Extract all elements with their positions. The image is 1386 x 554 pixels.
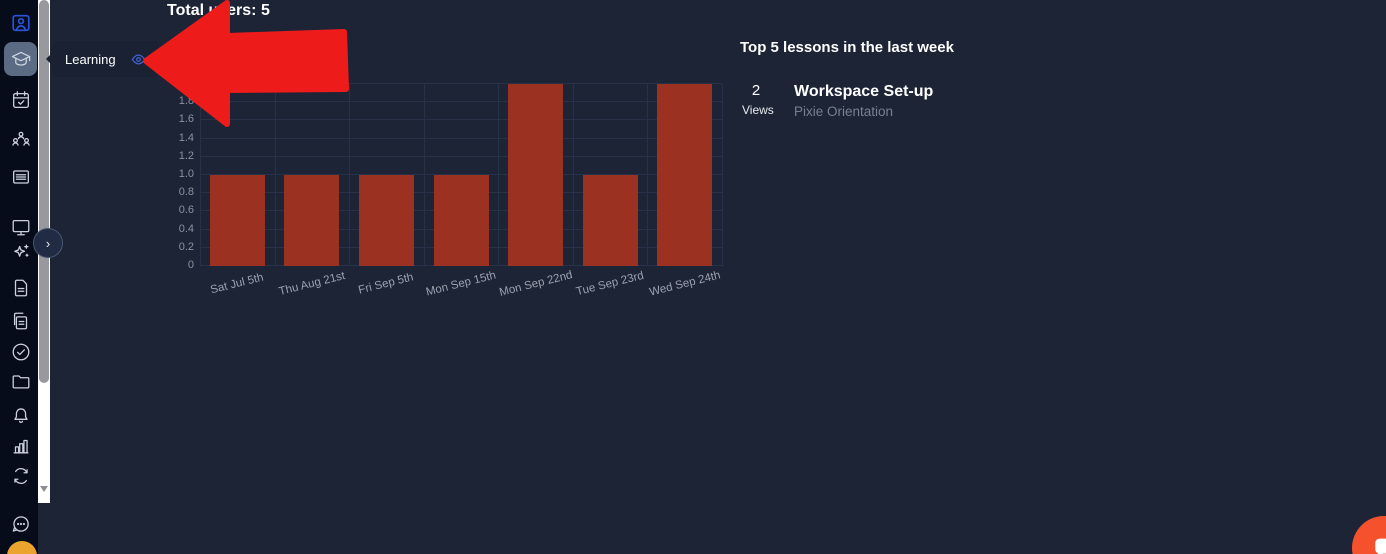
sidebar-item-learning[interactable] [4, 42, 37, 76]
weekly-users-bar-chart: 0 0.2 0.4 0.6 0.8 1.0 1.2 1.4 1.6 1.8 2.0 Sat Jul 5… [179, 77, 723, 299]
y-axis-tick-label: 0.6 [178, 204, 194, 217]
group-icon [11, 131, 30, 146]
y-axis-tick-label: 0.4 [178, 222, 194, 235]
sidebar-item-check-circle[interactable] [4, 335, 37, 369]
sidebar-item-bell[interactable] [4, 399, 37, 433]
lesson-views: 2 Views [742, 82, 774, 122]
y-axis-tick-label: 0.2 [178, 240, 194, 253]
scrollbar-down-arrow-icon[interactable] [40, 486, 48, 492]
lesson-views-count: 2 [751, 82, 761, 99]
files-copy-icon [13, 312, 27, 330]
profile-badge-icon [11, 14, 30, 32]
chat-bubble-icon [12, 516, 29, 532]
tooltip-label: Learning [65, 51, 116, 67]
learning-tooltip: Learning [46, 41, 159, 77]
y-axis-tick-label: 1.6 [178, 113, 194, 126]
y-axis-tick-label: 1.4 [178, 131, 194, 144]
chart-title: Total users: 5 [167, 2, 270, 19]
sidebar-expand-button[interactable]: › [33, 228, 63, 258]
sync-icon [13, 468, 28, 484]
sidebar-item-sync[interactable] [4, 459, 37, 493]
chat-bubble-icon [1375, 538, 1386, 554]
sidebar [0, 0, 38, 554]
chevron-right-icon: › [45, 235, 51, 251]
scrollbar-thumb[interactable] [39, 0, 49, 383]
sparkles-icon [13, 244, 29, 257]
calendar-check-icon [12, 91, 29, 108]
y-axis-tick-label: 1.8 [178, 95, 194, 108]
folder-icon [12, 375, 29, 389]
chat-launcher-button[interactable] [1352, 516, 1386, 554]
sidebar-item-chat-bubble[interactable] [4, 507, 37, 541]
gridline-horizontal [200, 155, 722, 157]
chart-bar [508, 84, 564, 266]
chart-bar [433, 175, 489, 266]
avatar[interactable] [7, 541, 37, 554]
eye-icon[interactable] [130, 51, 147, 68]
gridline-vertical [722, 84, 723, 266]
gridline-vertical [498, 84, 500, 266]
sidebar-item-bar-chart[interactable] [4, 429, 37, 463]
lesson-row[interactable]: 2 Views Workspace Set-up Pixie Orientati… [742, 82, 933, 122]
chart-bar [284, 175, 340, 266]
gridline-horizontal [200, 83, 722, 84]
chart-bar [657, 84, 713, 266]
gridline-horizontal [200, 119, 722, 121]
partial-icon [10, 489, 32, 501]
gridline-horizontal [200, 137, 722, 139]
chart-bar [209, 175, 265, 266]
gridline-vertical [274, 84, 276, 266]
lesson-subtitle: Pixie Orientation [794, 104, 894, 119]
sidebar-item-profile-badge[interactable] [4, 6, 37, 40]
document-list-icon [12, 170, 29, 184]
y-axis-tick-label: 0 [187, 259, 194, 271]
file-icon [14, 279, 27, 297]
gridline-vertical [647, 84, 649, 266]
lesson-views-label: Views [742, 103, 774, 117]
lesson-title: Workspace Set-up [794, 83, 934, 100]
gridline-horizontal [200, 174, 722, 175]
chart-bar [358, 175, 414, 266]
sidebar-item-partial[interactable] [4, 489, 37, 501]
sidebar-item-folder[interactable] [4, 364, 37, 398]
check-circle-icon [12, 343, 29, 361]
sidebar-item-group[interactable] [4, 122, 37, 156]
sidebar-item-file[interactable] [4, 271, 37, 305]
gridline-vertical [200, 84, 201, 266]
bell-icon [13, 408, 28, 423]
monitor-icon [12, 219, 29, 236]
learning-icon [11, 51, 30, 66]
chart-bar [582, 175, 638, 266]
gridline-vertical [423, 84, 425, 266]
sidebar-item-sparkles[interactable] [4, 235, 37, 269]
y-axis-tick-label: 2.0 [178, 77, 194, 89]
lesson-info: Workspace Set-up Pixie Orientation [794, 82, 933, 122]
lessons-panel-title: Top 5 lessons in the last week [740, 39, 954, 56]
sidebar-item-document-list[interactable] [4, 160, 37, 194]
gridline-vertical [572, 84, 574, 266]
gridline-vertical [349, 84, 351, 266]
y-axis-tick-label: 1.0 [178, 168, 194, 180]
sidebar-item-monitor[interactable] [4, 210, 37, 244]
gridline-horizontal [200, 101, 722, 103]
y-axis-tick-label: 1.2 [178, 149, 194, 162]
y-axis-tick-label: 0.8 [178, 186, 194, 199]
sidebar-item-calendar-check[interactable] [4, 83, 37, 117]
bar-chart-icon [12, 439, 29, 454]
sidebar-item-files-copy[interactable] [4, 304, 37, 338]
